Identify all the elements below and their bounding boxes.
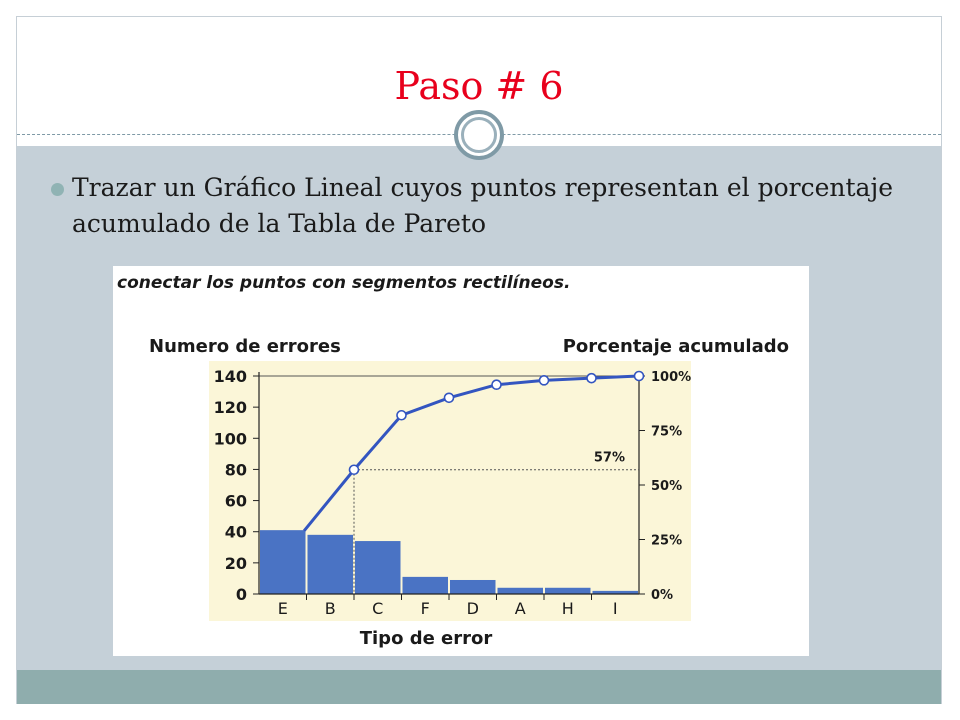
- y-tick-label: 60: [225, 492, 247, 511]
- y-tick-label: 100: [214, 429, 247, 448]
- cumulative-point-D: [491, 379, 502, 391]
- bar-C: [355, 541, 401, 594]
- cumulative-point-A: [538, 375, 550, 386]
- cumulative-point-H: [586, 372, 597, 384]
- cumulative-point-B: [348, 464, 360, 476]
- x-tick-label-F: F: [421, 599, 430, 618]
- bar-I: [592, 590, 638, 594]
- y2-axis-title: Porcentaje acumulado: [563, 336, 789, 357]
- bullet-dot-icon: [51, 183, 64, 196]
- cumulative-point-F: [443, 392, 455, 404]
- bar-F: [402, 576, 448, 594]
- bar-E: [260, 530, 306, 594]
- y2-tick-label: 0%: [651, 588, 673, 603]
- bar-A: [497, 587, 543, 594]
- pareto-chart-image: conectar los puntos con segmentos rectil…: [113, 266, 809, 656]
- y-tick-label: 0: [236, 585, 247, 604]
- y-tick-label: 140: [214, 367, 247, 386]
- bullet-text: Trazar un Gráfico Lineal cuyos puntos re…: [72, 173, 893, 238]
- y2-tick-label: 100%: [651, 370, 691, 385]
- annotation-label: 57%: [594, 451, 625, 466]
- y-tick-label: 120: [214, 398, 247, 417]
- x-tick-label-C: C: [372, 599, 383, 618]
- x-tick-label-E: E: [278, 599, 288, 618]
- y2-tick-label: 50%: [651, 479, 682, 494]
- chart-caption: conectar los puntos con segmentos rectil…: [117, 273, 570, 293]
- slide-title: Paso # 6: [394, 64, 564, 108]
- cumulative-point-I: [633, 370, 645, 382]
- pareto-chart: conectar los puntos con segmentos rectil…: [117, 273, 789, 649]
- x-tick-label-H: H: [562, 599, 574, 618]
- x-tick-label-A: A: [515, 599, 526, 618]
- y-axis-title: Numero de errores: [149, 336, 341, 357]
- cumulative-point-C: [396, 409, 407, 421]
- cumulative-line: [302, 374, 640, 532]
- bar-D: [450, 579, 496, 594]
- x-tick-label-I: I: [613, 599, 618, 618]
- footer-band: [17, 670, 941, 704]
- divider-ring-inner-icon: [461, 117, 497, 153]
- y-tick-label: 80: [225, 460, 247, 479]
- y2-tick-label: 75%: [651, 425, 682, 440]
- y-tick-label: 20: [225, 554, 247, 573]
- bar-B: [307, 534, 353, 594]
- y2-tick-label: 25%: [651, 534, 682, 549]
- x-tick-label-B: B: [325, 599, 336, 618]
- x-tick-label-D: D: [467, 599, 479, 618]
- bar-H: [545, 587, 591, 594]
- x-axis-title: Tipo de error: [360, 628, 493, 649]
- y-tick-label: 40: [225, 523, 247, 542]
